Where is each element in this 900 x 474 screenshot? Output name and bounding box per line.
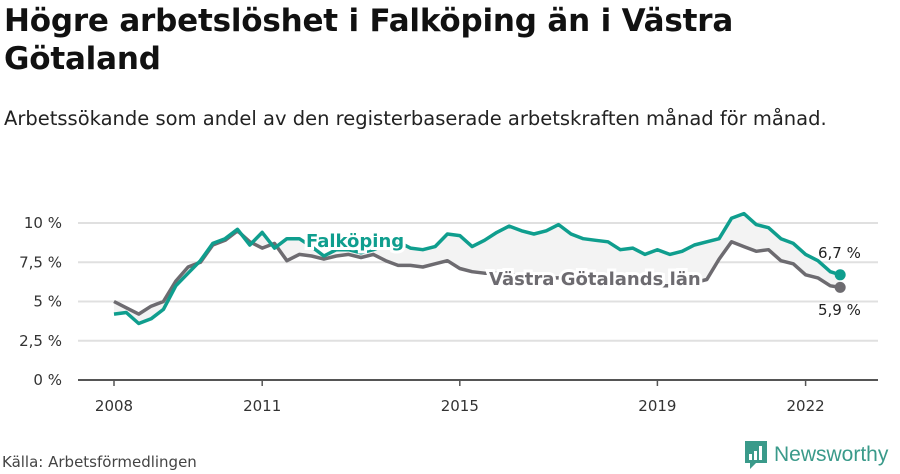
- x-axis-ticks: 2008 2011 2015 2019 2022: [95, 380, 825, 415]
- falkoping-line: [113, 211, 841, 326]
- difference-area: [114, 213, 841, 324]
- falkoping-end-marker: [834, 269, 846, 281]
- y-tick-label: 10 %: [24, 214, 62, 232]
- chart-subtitle: Arbetssökande som andel av den registerb…: [4, 107, 827, 130]
- vastra-gotaland-end-value: 5,9 %: [818, 301, 861, 319]
- x-tick-label: 2022: [787, 397, 825, 415]
- x-tick-label: 2011: [243, 397, 281, 415]
- vastra-gotaland-series-label: Västra Götalands län: [489, 269, 701, 290]
- x-tick-label: 2019: [638, 397, 676, 415]
- y-tick-label: 0 %: [33, 371, 62, 389]
- source-note: Källa: Arbetsförmedlingen: [2, 453, 197, 471]
- y-tick-label: 2,5 %: [19, 332, 62, 350]
- y-tick-label: 7,5 %: [19, 253, 62, 271]
- y-tick-label: 5 %: [33, 293, 62, 311]
- falkoping-end-value: 6,7 %: [818, 244, 861, 262]
- chart-title: Högre arbetslöshet i Falköping än i Väst…: [4, 3, 734, 77]
- y-axis-ticks: 0 % 2,5 % 5 % 7,5 % 10 %: [19, 214, 62, 389]
- brand-name: Newsworthy: [774, 443, 889, 466]
- newsworthy-logo[interactable]: Newsworthy: [744, 440, 888, 470]
- falkoping-series-label: Falköping: [306, 231, 404, 252]
- bar-chart-speech-bubble-icon: [745, 441, 767, 469]
- x-tick-label: 2015: [441, 397, 479, 415]
- x-tick-label: 2008: [95, 397, 133, 415]
- vastra-gotaland-end-marker: [834, 281, 846, 293]
